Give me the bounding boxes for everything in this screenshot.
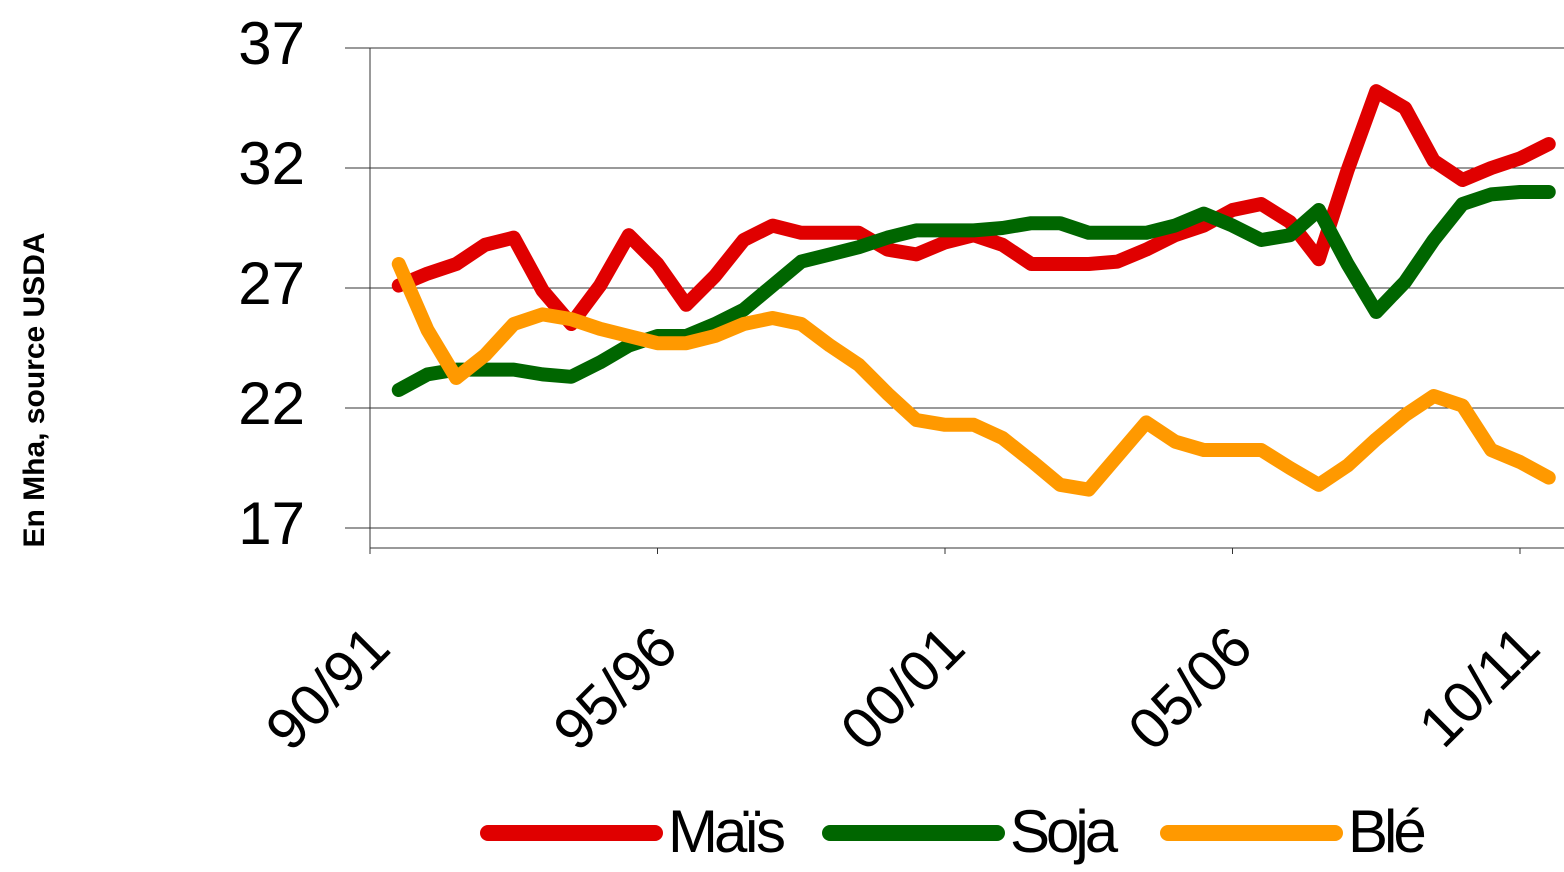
y-tick-label: 32 [238, 130, 305, 197]
y-tick-label: 22 [238, 370, 305, 437]
line-series [391, 185, 1556, 397]
y-tick-label: 27 [238, 250, 305, 317]
legend-label: Blé [1348, 798, 1424, 865]
legend-label: Maïs [668, 798, 784, 865]
line-series [391, 84, 1556, 331]
x-tick-label: 05/06 [1116, 614, 1265, 763]
y-tick-label: 17 [238, 490, 305, 557]
x-tick-label: 90/91 [253, 614, 402, 763]
x-tick-label: 00/01 [828, 614, 977, 763]
line-series [391, 257, 1556, 497]
y-axis-label: En Mha, source USDA [18, 232, 51, 547]
x-tick-label: 10/11 [1406, 614, 1552, 760]
x-tick-label: 95/96 [541, 614, 690, 763]
y-tick-label: 37 [238, 10, 305, 77]
legend-label: Soja [1010, 798, 1119, 865]
